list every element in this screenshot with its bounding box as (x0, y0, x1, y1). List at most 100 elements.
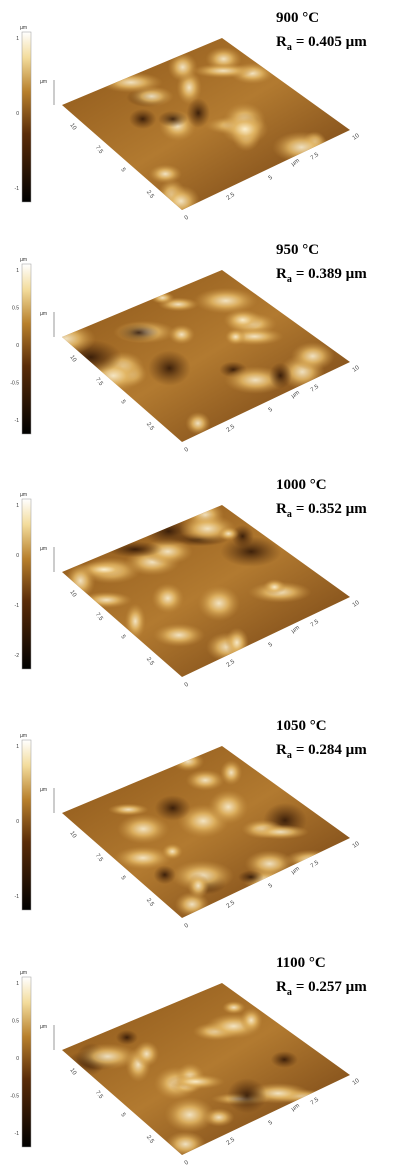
x-axis-tick: 0 (184, 214, 191, 221)
x-axis-tick: 10 (352, 1078, 361, 1087)
grain (167, 52, 198, 82)
y-axis-tick: 10 (68, 1067, 77, 1076)
colorbar-tick: 0 (16, 553, 19, 559)
x-axis-tick: 10 (352, 841, 361, 850)
grain (171, 751, 205, 772)
grain (185, 769, 225, 791)
grain (222, 1000, 246, 1015)
x-axis-tick: 2.5 (226, 659, 237, 669)
y-axis-tick: 5 (119, 167, 126, 174)
colorbar-tick: -1 (15, 186, 20, 192)
temperature-label: 1050 °C (276, 718, 327, 734)
y-axis-tick: 10 (68, 122, 77, 131)
grain (193, 287, 258, 314)
temperature-label: 1000 °C (276, 477, 327, 493)
roughness-label: Ra = 0.257 µm (276, 979, 367, 998)
grain (168, 324, 195, 345)
grain (221, 113, 269, 145)
pit (153, 865, 176, 885)
temperature-label: 950 °C (276, 242, 319, 258)
grain (162, 185, 201, 210)
y-axis-tick: 2.5 (145, 656, 155, 667)
x-axis-unit: µm (291, 158, 301, 168)
x-axis-tick: 7.5 (310, 619, 321, 629)
pit (154, 795, 191, 821)
colorbar-tick: -1 (15, 418, 20, 424)
y-axis-tick: 5 (119, 399, 126, 406)
ra-value: = 0.257 µm (296, 979, 367, 995)
ra-value: = 0.352 µm (296, 501, 367, 517)
grain (187, 873, 210, 899)
x-axis-tick: 2.5 (226, 192, 237, 202)
y-axis-tick: 7.5 (94, 853, 104, 864)
surface-texture (62, 287, 335, 435)
afm-panel: µm10.50-0.5-102.557.5102.557.510µmµm950 … (10, 242, 367, 454)
y-axis-tick: 5 (119, 634, 126, 641)
colorbar-tick: 0 (16, 1056, 19, 1062)
x-axis-tick: 5 (268, 174, 275, 181)
y-axis-tick: 10 (68, 830, 77, 839)
pit (237, 870, 264, 884)
x-axis-tick: 7.5 (310, 384, 321, 394)
roughness-label: Ra = 0.284 µm (276, 742, 367, 761)
ra-value: = 0.284 µm (296, 742, 367, 758)
y-axis-tick: 7.5 (94, 145, 104, 156)
grain (167, 1074, 225, 1090)
colorbar-tick: -1 (15, 1131, 20, 1137)
pit (270, 1051, 298, 1068)
grain (208, 789, 249, 824)
z-axis-unit: µm (40, 787, 47, 793)
pit (268, 362, 292, 389)
roughness-label: Ra = 0.389 µm (276, 266, 367, 285)
grain (185, 411, 211, 435)
y-axis-tick: 2.5 (145, 189, 155, 200)
colorbar-tick: -1 (15, 894, 20, 900)
colorbar-unit: µm (20, 970, 27, 976)
grain (148, 164, 182, 184)
x-axis-tick: 2.5 (226, 424, 237, 434)
ra-subscript: a (287, 42, 292, 53)
colorbar-tick: 0 (16, 111, 19, 117)
x-axis-tick: 5 (268, 641, 275, 648)
z-axis-unit: µm (40, 1024, 47, 1030)
grain (124, 603, 146, 639)
x-axis-tick: 10 (352, 133, 361, 142)
colorbar-tick: 1 (16, 503, 19, 509)
grain (217, 526, 240, 541)
temperature-label: 1100 °C (276, 955, 326, 971)
colorbar (21, 498, 32, 670)
x-axis-tick: 2.5 (226, 1137, 237, 1147)
x-axis-tick: 0 (184, 922, 191, 929)
grain (150, 291, 175, 304)
grain (98, 72, 163, 93)
x-axis-tick: 5 (268, 882, 275, 889)
y-axis-tick: 10 (68, 589, 77, 598)
colorbar-tick: 0 (16, 819, 19, 825)
ra-value: = 0.389 µm (296, 266, 367, 282)
temperature-label: 900 °C (276, 10, 319, 26)
pit (118, 323, 160, 342)
y-axis-tick: 7.5 (94, 1090, 104, 1101)
colorbar-tick: -2 (15, 653, 20, 659)
grain (225, 328, 247, 346)
colorbar-unit: µm (20, 733, 27, 739)
ra-subscript: a (287, 750, 292, 761)
grain (225, 627, 249, 658)
ra-symbol: R (276, 266, 287, 282)
x-axis-tick: 0 (184, 446, 191, 453)
grain (220, 759, 243, 786)
colorbar-tick: 1 (16, 268, 19, 274)
x-axis-tick: 7.5 (310, 1097, 321, 1107)
ra-value: = 0.405 µm (296, 34, 367, 50)
z-axis-unit: µm (40, 311, 47, 317)
pit (106, 541, 163, 558)
grain (263, 579, 286, 595)
x-axis-tick: 2.5 (226, 900, 237, 910)
surface (62, 983, 350, 1155)
y-axis-tick: 2.5 (145, 1134, 155, 1145)
x-axis-unit: µm (291, 1103, 301, 1113)
pit (186, 98, 210, 128)
